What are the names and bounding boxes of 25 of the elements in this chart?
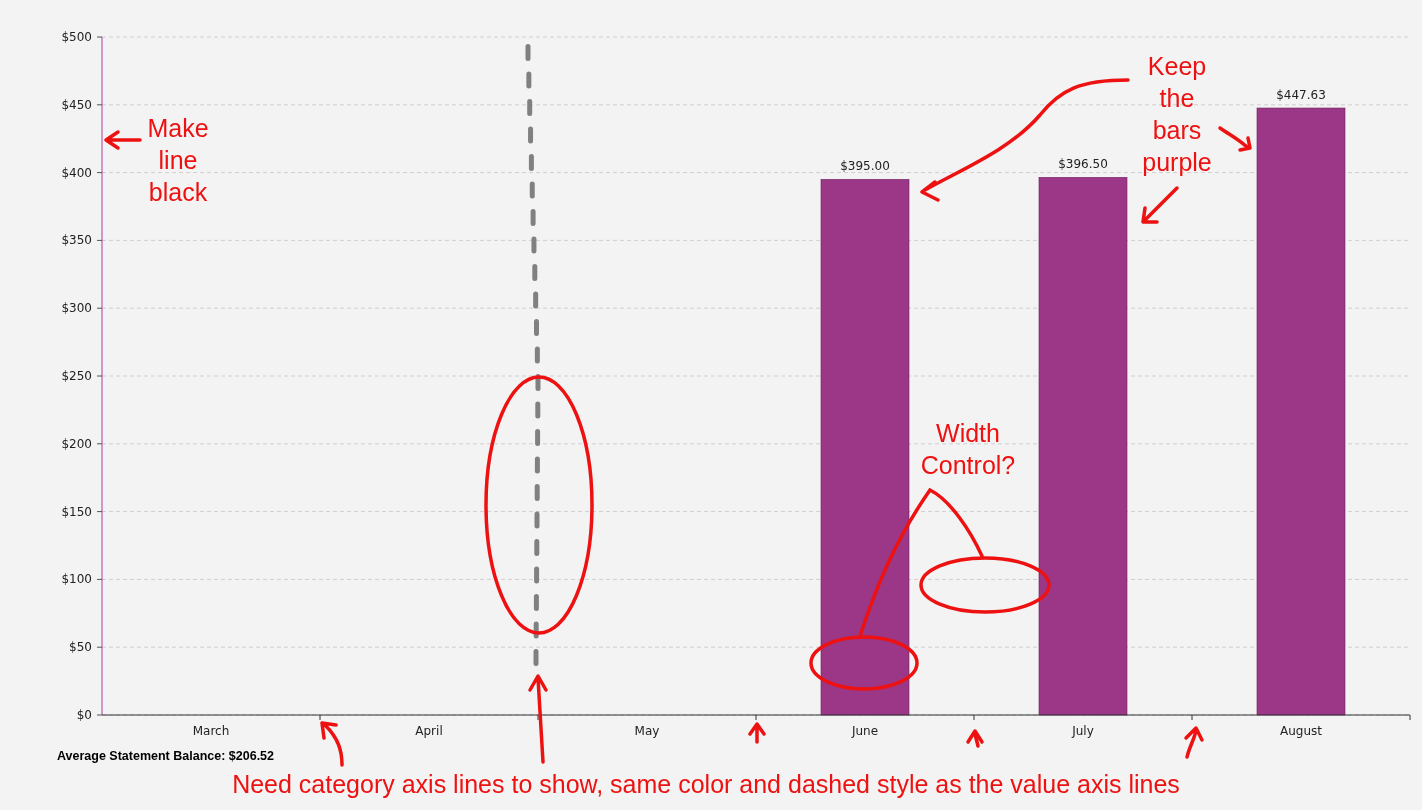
y-tick-label: $150: [61, 504, 92, 519]
y-tick-label: $250: [61, 369, 92, 383]
x-tick-label: March: [192, 724, 230, 738]
y-tick-label: $200: [61, 436, 92, 451]
annotation: Keep the bars purple: [1142, 52, 1212, 176]
y-tick-label: $500: [61, 30, 92, 44]
x-tick-label: April: [415, 724, 443, 738]
x-tick-label: August: [1280, 724, 1323, 738]
annotation: Width Control?: [920, 419, 1016, 479]
text: Need category axis lines to show, same color and dashed style as the value axis lines: [232, 770, 1180, 798]
y-tick-label: $450: [61, 97, 92, 112]
annotation: Make line black: [147, 114, 209, 206]
y-tick-label: $350: [61, 233, 92, 248]
data-label: $395.00: [840, 159, 890, 174]
y-tick-label: $300: [61, 301, 92, 316]
text: Average Statement Balance: $206.52: [57, 749, 275, 763]
data-label: $447.63: [1276, 88, 1326, 103]
y-tick-label: $0: [76, 708, 92, 722]
x-tick-label: July: [1071, 724, 1094, 738]
y-tick-label: $100: [61, 572, 92, 587]
y-tick-label: $400: [61, 165, 92, 180]
x-tick-label: May: [634, 724, 660, 738]
data-label: $396.50: [1058, 157, 1108, 172]
y-tick-label: $50: [69, 640, 92, 655]
x-tick-label: June: [850, 724, 879, 738]
